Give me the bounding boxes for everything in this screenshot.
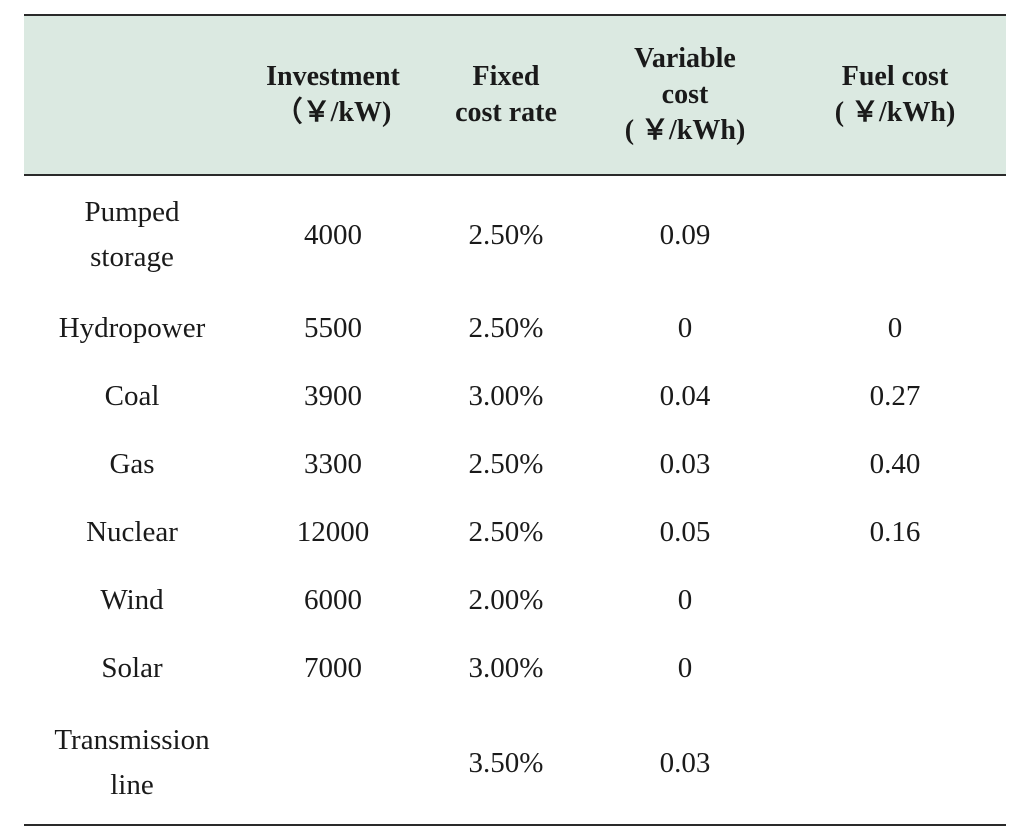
row-label: Wind [100, 583, 164, 616]
fuel-cost-cell: 0 [887, 311, 903, 344]
investment-cell: 4000 [304, 218, 362, 251]
variable-cost-cell: 0 [677, 311, 693, 344]
header-row: Investment （￥/kW) Fixed cost rate Variab… [24, 15, 1006, 175]
table-row: Wind 6000 2.00% 0 [24, 566, 1006, 634]
variable-cost-cell: 0 [677, 651, 693, 684]
table-row: Hydropower 5500 2.50% 0 0 [24, 294, 1006, 362]
investment-cell: 12000 [296, 515, 370, 548]
fixed-cost-rate-cell: 2.50% [468, 515, 544, 548]
table-row: Solar 7000 3.00% 0 [24, 634, 1006, 702]
table-row: Gas 3300 2.50% 0.03 0.40 [24, 430, 1006, 498]
table-row: Transmission line 3.50% 0.03 [24, 702, 1006, 825]
variable-cost-cell: 0.05 [659, 515, 711, 548]
header-cell-fixed-cost-rate: Fixed cost rate [426, 15, 586, 175]
investment-cell: 7000 [304, 651, 362, 684]
row-label-line: line [110, 769, 154, 801]
fuel-cost-cell [784, 634, 1006, 702]
row-label-line: Pumped [84, 196, 180, 228]
row-label: Coal [104, 379, 160, 412]
header-variable-line-2: cost [661, 79, 709, 110]
header-cell-fuel-cost: Fuel cost ( ￥/kWh) [784, 15, 1006, 175]
fuel-cost-cell: 0.16 [869, 515, 921, 548]
fixed-cost-rate-cell: 2.50% [468, 447, 544, 480]
row-label: Transmission line [24, 702, 240, 825]
investment-cell: 5500 [304, 311, 362, 344]
header-cell-variable-cost: Variable cost ( ￥/kWh) [586, 15, 784, 175]
fixed-cost-rate-cell: 2.50% [468, 311, 544, 344]
fixed-cost-rate-cell: 3.50% [468, 746, 544, 779]
header-fixed-line-2: cost rate [455, 97, 557, 128]
header-investment-line-2: （￥/kW) [274, 97, 392, 128]
header-fuel-line-2: ( ￥/kWh) [834, 97, 956, 128]
variable-cost-cell: 0.03 [659, 746, 711, 779]
row-label-line: storage [90, 241, 174, 273]
fuel-cost-cell: 0.27 [869, 379, 921, 412]
table-row: Nuclear 12000 2.50% 0.05 0.16 [24, 498, 1006, 566]
fuel-cost-cell [784, 175, 1006, 294]
row-label: Hydropower [58, 311, 206, 344]
table-header: Investment （￥/kW) Fixed cost rate Variab… [24, 15, 1006, 175]
variable-cost-cell: 0.03 [659, 447, 711, 480]
table-body: Pumped storage 4000 2.50% 0.09 Hydropowe… [24, 175, 1006, 825]
header-cell-investment: Investment （￥/kW) [240, 15, 426, 175]
row-label: Solar [101, 651, 163, 684]
investment-cell: 3300 [304, 447, 362, 480]
investment-cell [240, 702, 426, 825]
fuel-cost-cell [784, 702, 1006, 825]
header-investment-line-1: Investment [266, 61, 400, 92]
row-label-line: Transmission [54, 724, 210, 756]
header-fuel-line-1: Fuel cost [841, 61, 949, 92]
row-label: Pumped storage [24, 175, 240, 294]
header-variable-line-1: Variable [634, 43, 736, 74]
cost-parameters-table: Investment （￥/kW) Fixed cost rate Variab… [24, 14, 1006, 826]
fixed-cost-rate-cell: 2.00% [468, 583, 544, 616]
fixed-cost-rate-cell: 2.50% [468, 218, 544, 251]
cost-table-container: Investment （￥/kW) Fixed cost rate Variab… [24, 14, 1006, 826]
variable-cost-cell: 0.09 [659, 218, 711, 251]
header-variable-line-3: ( ￥/kWh) [624, 115, 746, 146]
variable-cost-cell: 0.04 [659, 379, 711, 412]
fuel-cost-cell: 0.40 [869, 447, 921, 480]
row-label: Nuclear [86, 515, 178, 548]
variable-cost-cell: 0 [677, 583, 693, 616]
fixed-cost-rate-cell: 3.00% [468, 379, 544, 412]
fuel-cost-cell [784, 566, 1006, 634]
fixed-cost-rate-cell: 3.00% [468, 651, 544, 684]
table-row: Pumped storage 4000 2.50% 0.09 [24, 175, 1006, 294]
investment-cell: 3900 [304, 379, 362, 412]
header-fixed-line-1: Fixed [472, 61, 540, 92]
investment-cell: 6000 [304, 583, 362, 616]
header-cell-blank [24, 15, 240, 175]
table-row: Coal 3900 3.00% 0.04 0.27 [24, 362, 1006, 430]
row-label: Gas [109, 447, 155, 480]
